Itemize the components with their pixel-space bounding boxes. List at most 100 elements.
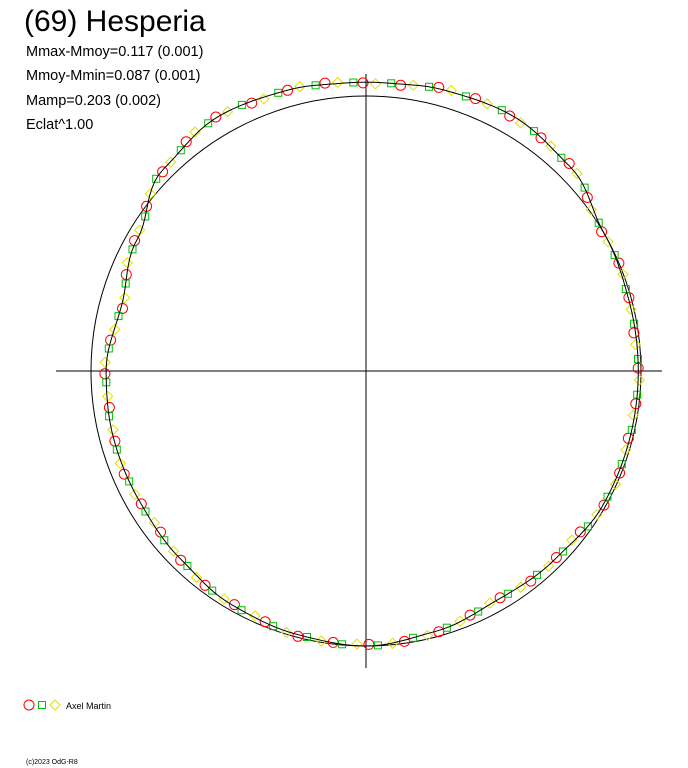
data-point-circle <box>282 84 294 96</box>
data-point-square <box>160 536 169 545</box>
data-point-diamond <box>620 444 632 456</box>
data-point-diamond <box>542 560 555 572</box>
data-point-square <box>425 82 433 91</box>
data-point-square <box>204 119 213 128</box>
data-point-circle <box>180 136 192 148</box>
data-point-diamond <box>99 356 111 369</box>
data-point-square <box>630 319 639 328</box>
data-point-circle <box>363 638 375 650</box>
data-point-diamond <box>332 76 344 89</box>
data-point-diamond <box>445 84 457 97</box>
data-point-circle <box>622 432 634 444</box>
data-point-diamond <box>514 117 527 129</box>
data-point-square <box>105 412 114 421</box>
data-point-circle <box>628 327 640 339</box>
data-point-square <box>557 153 566 162</box>
data-point-diamond <box>190 571 203 584</box>
data-point-diamond <box>280 626 293 639</box>
data-point-square <box>583 522 592 531</box>
data-point-diamond <box>144 188 157 200</box>
data-point-circle <box>199 579 211 591</box>
data-point-diamond <box>109 323 121 336</box>
data-point-square <box>125 477 134 486</box>
data-point-square <box>497 106 506 115</box>
data-point-circle <box>433 81 445 93</box>
data-point-diamond <box>164 156 177 168</box>
data-point-circle <box>175 554 187 566</box>
legend-label: Axel Martin <box>66 701 112 711</box>
data-point-diamond <box>633 374 646 386</box>
data-point-square <box>533 570 541 579</box>
data-point-circle <box>157 166 169 178</box>
data-point-square <box>474 607 483 616</box>
data-point-square <box>627 425 636 434</box>
legend-markers <box>23 699 61 711</box>
data-point-circle <box>525 575 537 587</box>
stat-mmax-mmoy: Mmax-Mmoy=0.117 (0.001) <box>26 44 204 60</box>
data-point-diamond <box>545 140 557 152</box>
data-point-square <box>128 245 137 254</box>
data-point-circle <box>357 77 369 89</box>
data-point-square <box>104 344 113 353</box>
data-point-diamond <box>609 478 622 490</box>
data-point-square <box>269 622 278 631</box>
data-point-diamond <box>484 597 496 609</box>
data-point-square <box>603 492 612 501</box>
data-point-square <box>461 92 470 101</box>
chart-title: (69) Hesperia <box>24 5 206 38</box>
data-point-diamond <box>407 79 420 92</box>
data-point-diamond <box>571 167 583 180</box>
data-point-circle <box>319 77 331 89</box>
data-point-circle <box>574 526 586 538</box>
data-point-square <box>114 312 123 321</box>
data-point-square <box>274 88 283 97</box>
data-point-circle <box>210 111 222 123</box>
data-point-circle <box>99 368 111 380</box>
data-point-diamond <box>119 291 131 304</box>
data-point-square <box>610 251 619 260</box>
data-point-square <box>530 127 538 136</box>
data-point-diamond <box>249 610 261 622</box>
data-point-circle <box>395 79 407 91</box>
data-point-diamond <box>189 126 201 138</box>
data-point-square <box>141 507 150 516</box>
data-point-circle <box>470 93 481 105</box>
data-point-square <box>303 633 311 641</box>
data-point-diamond <box>591 508 603 521</box>
data-point-square <box>112 445 121 454</box>
data-point-square <box>141 212 150 221</box>
data-point-diamond <box>386 637 399 649</box>
legend-diamond-marker <box>49 699 61 711</box>
data-point-diamond <box>585 204 597 216</box>
data-point-diamond <box>167 545 180 557</box>
data-point-diamond <box>129 488 141 501</box>
data-point-square <box>617 460 626 469</box>
data-point-square <box>237 606 246 615</box>
data-point-diamond <box>602 236 614 248</box>
data-point-diamond <box>625 303 637 316</box>
data-point-square <box>503 589 512 598</box>
legend-circle-marker <box>23 699 35 711</box>
data-point-diamond <box>294 80 306 93</box>
data-point-diamond <box>107 424 119 436</box>
data-point-square <box>621 285 630 294</box>
copyright: (c)2023 OdG-R8 <box>26 759 78 766</box>
stat-mamp: Mamp=0.203 (0.002) <box>26 93 162 109</box>
data-point-square <box>237 100 246 109</box>
data-point-circle <box>504 110 516 122</box>
stat-mmoy-mmin: Mmoy-Mmin=0.087 (0.001) <box>26 68 201 84</box>
data-point-circle <box>563 158 575 169</box>
data-point-square <box>409 633 417 642</box>
shape-curve <box>105 81 639 647</box>
data-point-diamond <box>121 257 134 269</box>
data-point-diamond <box>258 93 270 105</box>
data-point-diamond <box>114 457 127 470</box>
legend-square-marker <box>38 701 46 709</box>
data-point-square <box>442 623 451 632</box>
data-point-square <box>580 183 589 192</box>
data-point-diamond <box>515 581 527 593</box>
data-point-circle <box>494 592 506 604</box>
data-point-diamond <box>421 629 434 642</box>
data-point-square <box>208 586 217 595</box>
